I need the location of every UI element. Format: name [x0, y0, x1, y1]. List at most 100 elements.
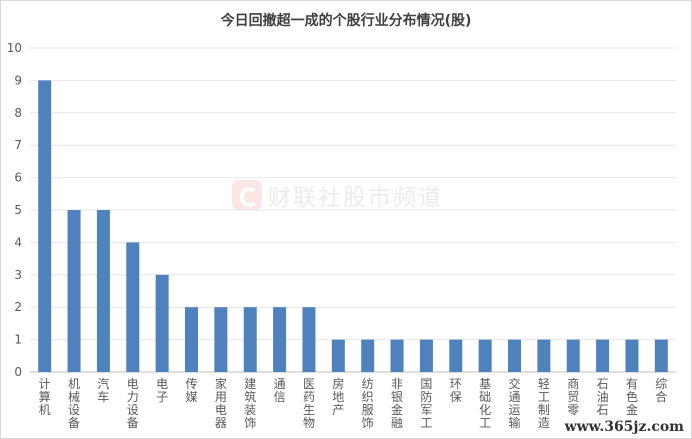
x-tick-label-char: 信: [274, 390, 286, 404]
x-tick-label-char: 子: [156, 390, 168, 404]
x-tick-label-char: 地: [332, 390, 344, 404]
x-tick-label-char: 融: [391, 416, 403, 430]
x-tick-label-char: 计: [39, 377, 51, 391]
x-tick-label-char: 机: [39, 403, 51, 417]
x-tick-label-char: 环: [450, 377, 462, 391]
y-tick-label: 1: [14, 333, 22, 347]
bar: [596, 339, 610, 372]
x-tick-label-char: 服: [362, 403, 374, 417]
x-tick-label-char: 织: [362, 390, 374, 404]
x-tick-label-char: 产: [332, 403, 344, 417]
y-tick-label: 5: [14, 203, 22, 217]
x-tick-label-char: 通: [274, 377, 286, 391]
bar: [214, 307, 228, 372]
x-tick-label-char: 车: [97, 389, 109, 404]
chart-title: 今日回撤超一成的个股行业分布情况(股): [220, 13, 472, 29]
site-watermark: www.365jz.com: [564, 419, 684, 435]
y-tick-label: 6: [14, 171, 22, 185]
x-tick-label-char: 机: [68, 377, 80, 391]
bar: [96, 210, 110, 372]
x-tick-label-char: 备: [127, 416, 139, 430]
x-tick-label-char: 化: [479, 403, 491, 417]
x-tick-label-char: 药: [303, 390, 315, 404]
cls-logo-icon: [232, 180, 262, 210]
x-tick-label-char: 础: [479, 390, 491, 404]
x-tick-label-char: 石: [597, 377, 609, 391]
y-tick-label: 2: [14, 300, 22, 314]
x-tick-label-char: 传: [185, 376, 197, 391]
x-tick-label-char: 物: [303, 416, 315, 430]
x-tick-label-char: 石: [597, 403, 609, 417]
x-tick-label-char: 防: [420, 389, 432, 404]
bar: [419, 339, 433, 372]
y-tick-label: 0: [14, 365, 22, 379]
x-tick-label-char: 设: [68, 403, 80, 417]
x-tick-label-char: 工: [420, 416, 432, 430]
x-tick-label-char: 银: [391, 390, 403, 404]
x-tick-label-char: 油: [597, 390, 609, 404]
x-tick-label-char: 医: [303, 377, 315, 391]
x-tick-label-char: 合: [655, 389, 667, 404]
x-tick-label-char: 算: [39, 389, 51, 404]
x-tick-label-char: 色: [626, 390, 638, 404]
x-tick-label-char: 零: [567, 403, 579, 417]
y-tick-label: 4: [14, 235, 22, 249]
x-tick-label-char: 力: [127, 390, 139, 404]
bar: [390, 339, 404, 372]
bar: [449, 339, 463, 372]
x-tick-label-char: 运: [508, 403, 520, 417]
y-tick-label: 9: [14, 73, 22, 87]
bar: [331, 339, 345, 372]
x-tick-label-char: 纺: [362, 377, 374, 391]
x-tick-label-char: 金: [626, 402, 638, 417]
x-tick-label-char: 饰: [244, 416, 256, 430]
x-tick-label-char: 械: [68, 389, 80, 404]
bar: [67, 210, 81, 372]
x-tick-label-char: 工: [479, 416, 491, 430]
x-tick-label-char: 电: [127, 377, 139, 391]
x-tick-label-char: 设: [127, 403, 139, 417]
x-tick-label-char: 制: [538, 403, 550, 417]
y-tick-label: 7: [14, 138, 22, 152]
x-tick-label-char: 生: [303, 403, 315, 417]
x-tick-label-char: 有: [626, 377, 638, 391]
x-tick-label-char: 轻: [538, 377, 550, 391]
x-tick-label-char: 金: [391, 402, 403, 417]
x-tick-label-char: 工: [538, 390, 550, 404]
x-tick-label-char: 保: [450, 390, 462, 404]
x-tick-label-char: 综: [655, 377, 667, 391]
x-tick-label-char: 装: [244, 403, 256, 417]
bar: [654, 339, 668, 372]
x-tick-label-char: 商: [567, 376, 579, 391]
x-tick-label-char: 军: [420, 403, 432, 417]
x-tick-label-char: 器: [215, 416, 227, 430]
x-tick-label-char: 电: [156, 377, 168, 391]
x-tick-label-char: 家: [215, 376, 227, 391]
bar: [537, 339, 551, 372]
bar: [566, 339, 580, 372]
x-tick-label-char: 筑: [244, 389, 256, 404]
bar: [126, 242, 140, 372]
x-tick-label-char: 非: [391, 377, 403, 391]
bar: [302, 307, 316, 372]
x-tick-label-char: 备: [68, 416, 80, 430]
bar: [273, 307, 287, 372]
y-tick-label: 10: [7, 41, 22, 55]
x-tick-label-char: 国: [420, 377, 432, 391]
bar: [185, 307, 198, 372]
bar: [625, 339, 639, 372]
x-tick-label-char: 贸: [567, 390, 579, 404]
x-tick-label-char: 通: [508, 390, 520, 404]
bar: [478, 339, 492, 372]
x-tick-label-char: 造: [538, 416, 550, 430]
watermark-text: 财联社股市频道: [268, 185, 443, 211]
y-tick-label: 8: [14, 106, 22, 120]
bar: [243, 307, 257, 372]
y-tick-label: 3: [14, 268, 22, 282]
x-tick-label-char: 交: [508, 376, 520, 391]
watermark: 财联社股市频道: [232, 178, 443, 212]
x-tick-label-char: 饰: [362, 416, 374, 430]
bar: [508, 339, 521, 372]
x-tick-label-char: 输: [508, 415, 520, 430]
